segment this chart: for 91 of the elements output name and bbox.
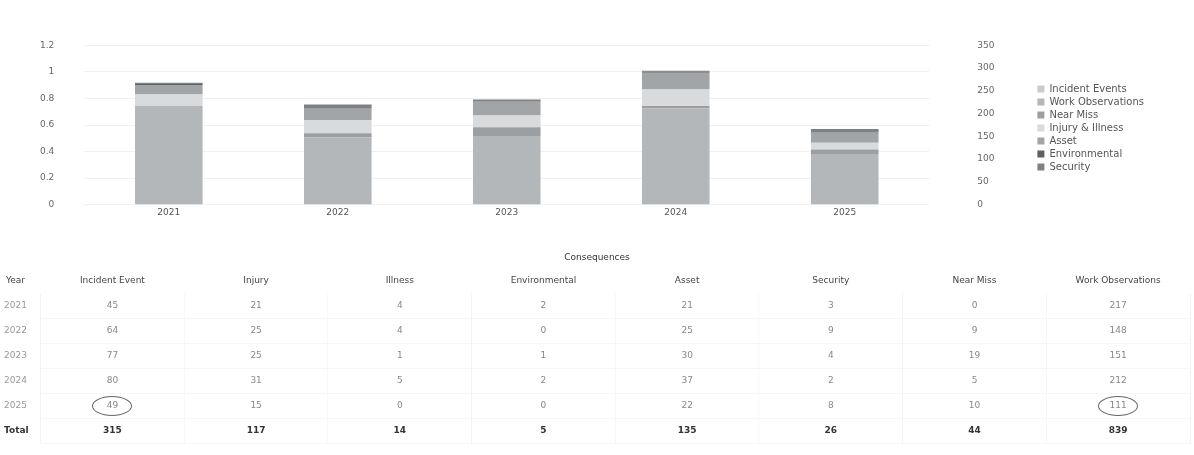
data-label: 31 <box>250 375 262 386</box>
y-tick-label: 0.4 <box>39 145 55 156</box>
data-label: 8 <box>827 400 834 411</box>
x-tick-label: Injury <box>243 274 270 285</box>
data-label: 2 <box>540 300 547 311</box>
data-label: 135 <box>677 425 697 436</box>
x-tick-label: 2024 <box>664 207 688 218</box>
data-label: 19 <box>968 350 981 361</box>
legend-label: Injury & Illness <box>1049 121 1124 133</box>
data-label: 0 <box>971 300 978 311</box>
data-label: 111 <box>1109 400 1127 411</box>
data-label: 2 <box>827 375 834 386</box>
data-label: 315 <box>103 425 122 436</box>
data-label: 0 <box>540 325 547 336</box>
data-label: 64 <box>106 325 119 336</box>
x-tick-label: 2025 <box>833 207 857 218</box>
y2-tick-label: 150 <box>977 130 995 141</box>
data-label: 14 <box>393 425 407 436</box>
x-tick-label: Environmental <box>510 274 577 285</box>
y2-tick-label: 350 <box>977 39 995 50</box>
data-label: 80 <box>106 375 119 386</box>
y-tick-label: 2024 <box>4 375 28 386</box>
data-label: 0 <box>396 400 403 411</box>
legend-label: Incident Events <box>1049 82 1127 94</box>
y-tick-label: Total <box>4 425 29 436</box>
data-label: 4 <box>827 350 834 361</box>
y2-tick-label: 0 <box>977 198 984 209</box>
y2-tick-label: 300 <box>977 62 995 73</box>
x-tick-label: Work Observations <box>1075 274 1162 285</box>
chart-title: Consequences <box>564 251 631 262</box>
legend-label: Near Miss <box>1049 108 1099 120</box>
data-label: 2 <box>540 375 547 386</box>
data-label: 217 <box>1109 300 1127 311</box>
data-label: 148 <box>1109 325 1128 336</box>
data-label: 9 <box>971 325 978 336</box>
data-label: 10 <box>968 400 981 411</box>
y2-tick-label: 200 <box>977 107 995 118</box>
data-label: 5 <box>540 425 547 436</box>
data-label: 5 <box>396 375 403 386</box>
data-label: 0 <box>540 400 547 411</box>
y2-tick-label: 50 <box>977 176 989 187</box>
y-tick-label: 0.2 <box>39 172 55 183</box>
y-tick-label: 0 <box>48 198 55 209</box>
data-label: 44 <box>968 425 981 436</box>
y-tick-label: 2021 <box>4 300 27 311</box>
data-label: 3 <box>827 300 834 311</box>
data-label: 1 <box>540 350 547 361</box>
y-tick-label: 1 <box>48 66 55 77</box>
y2-tick-label: 100 <box>977 153 995 164</box>
data-label: 117 <box>246 425 266 436</box>
data-label: 37 <box>681 375 693 386</box>
legend-label: Work Observations <box>1049 95 1144 107</box>
data-label: 839 <box>1108 425 1128 436</box>
x-tick-label: Asset <box>674 274 700 285</box>
data-label: 25 <box>681 325 693 336</box>
y-tick-label: 0.8 <box>39 92 55 103</box>
y-axis-title: Year <box>5 274 26 285</box>
data-label: 1 <box>396 350 403 361</box>
data-label: 30 <box>681 350 694 361</box>
data-label: 77 <box>106 350 119 361</box>
data-label: 26 <box>824 425 838 436</box>
legend-label: Asset <box>1049 134 1077 146</box>
data-label: 4 <box>396 325 403 336</box>
data-label: 25 <box>250 350 262 361</box>
data-label: 5 <box>971 375 978 386</box>
data-label: 151 <box>1109 350 1127 361</box>
data-label: 45 <box>106 300 119 311</box>
x-tick-label: 2023 <box>495 207 519 218</box>
data-label: 9 <box>827 325 834 336</box>
y-tick-label: 2022 <box>4 325 27 336</box>
x-tick-label: 2021 <box>157 207 181 218</box>
data-label: 212 <box>1109 375 1127 386</box>
y-tick-label: 1.2 <box>39 39 55 50</box>
legend-label: Environmental <box>1049 147 1123 159</box>
data-label: 15 <box>250 400 262 411</box>
x-tick-label: Near Miss <box>952 274 997 285</box>
x-tick-label: Incident Event <box>79 274 146 285</box>
x-tick-label: Illness <box>385 274 415 285</box>
data-label: 21 <box>681 300 693 311</box>
data-label: 21 <box>250 300 262 311</box>
x-tick-label: Security <box>812 274 850 285</box>
y-tick-label: 0.6 <box>39 119 55 130</box>
legend-label: Security <box>1049 160 1091 172</box>
data-label: 25 <box>250 325 262 336</box>
data-label: 49 <box>106 400 119 411</box>
x-tick-label: 2022 <box>326 207 350 218</box>
data-label: 4 <box>396 300 403 311</box>
y-tick-label: 2025 <box>4 400 27 411</box>
y-tick-label: 2023 <box>4 350 27 361</box>
y2-tick-label: 250 <box>977 85 995 96</box>
data-label: 22 <box>681 400 693 411</box>
